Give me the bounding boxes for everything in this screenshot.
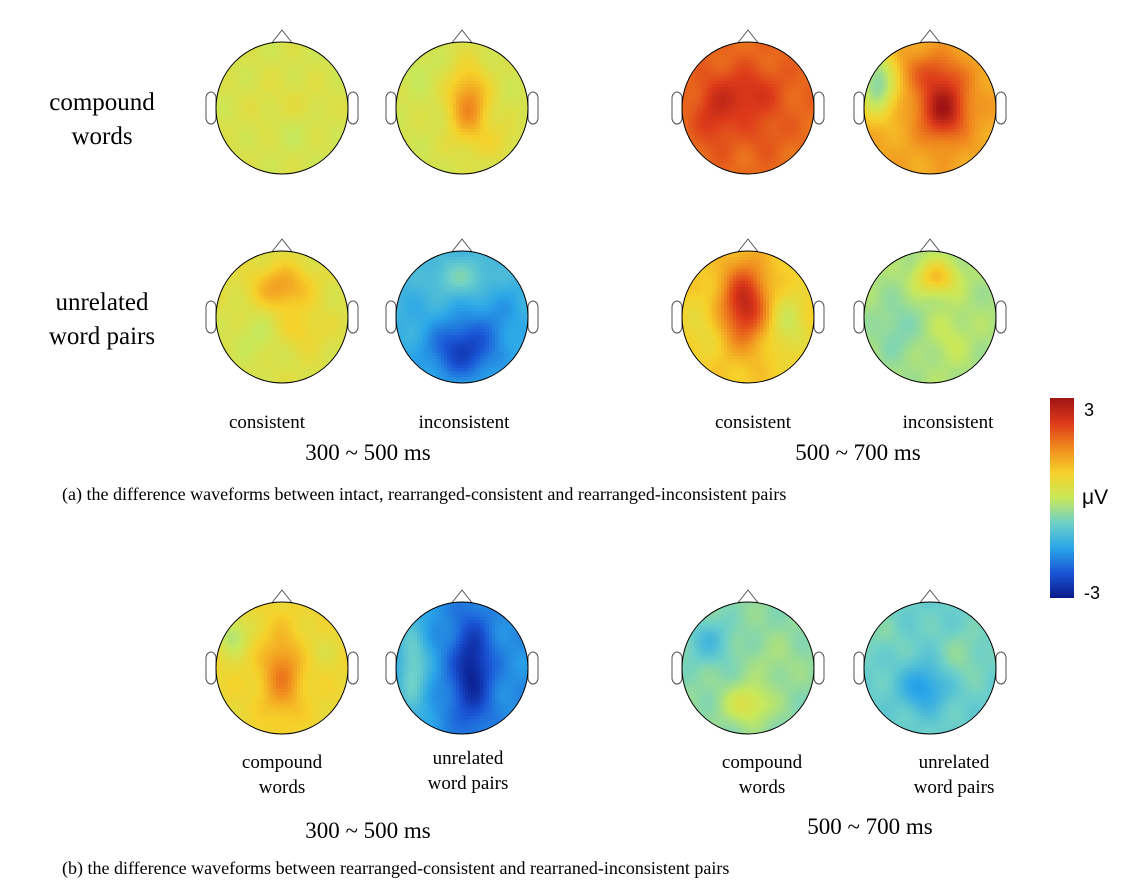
head-ear-right bbox=[527, 300, 539, 334]
col-label-b-compound-500-line2: words bbox=[738, 777, 786, 798]
col-label-b-unrelated-500-line1: unrelated bbox=[918, 752, 990, 773]
col-label-b-compound-500: compound words bbox=[692, 750, 832, 800]
head-nose bbox=[736, 589, 760, 605]
topomap-field bbox=[396, 42, 528, 174]
head-ear-right bbox=[347, 300, 359, 334]
topomap-field bbox=[682, 602, 814, 734]
head-nose bbox=[736, 238, 760, 254]
head-ear-right bbox=[347, 91, 359, 125]
topomap-a-unrelated-consistent-300-500 bbox=[205, 238, 359, 384]
caption-panel-b: (b) the difference waveforms between rea… bbox=[62, 858, 730, 878]
head-outline bbox=[215, 250, 349, 384]
col-label-b-unrelated-300: unrelated word pairs bbox=[398, 746, 538, 796]
row-label-compound-line2: words bbox=[71, 123, 133, 150]
time-window-a-300-500: 300 ~ 500 ms bbox=[305, 440, 431, 465]
topomap-field bbox=[864, 251, 996, 383]
head-ear-left bbox=[385, 91, 397, 125]
head-ear-left bbox=[385, 651, 397, 685]
head-ear-left bbox=[671, 91, 683, 125]
col-label-b-compound-300-line1: compound bbox=[241, 752, 323, 773]
caption-panel-a: (a) the difference waveforms between int… bbox=[62, 484, 787, 504]
col-label-b-unrelated-300-line1: unrelated bbox=[432, 748, 504, 769]
head-outline bbox=[863, 250, 997, 384]
head-outline bbox=[681, 601, 815, 735]
head-ear-right bbox=[813, 651, 825, 685]
topomap-a-compound-consistent-500-700 bbox=[671, 29, 825, 175]
head-ear-right bbox=[527, 91, 539, 125]
topomap-a-compound-consistent-300-500 bbox=[205, 29, 359, 175]
head-ear-left bbox=[853, 300, 865, 334]
head-nose bbox=[918, 238, 942, 254]
topomap-a-compound-inconsistent-500-700 bbox=[853, 29, 1007, 175]
head-ear-right bbox=[527, 651, 539, 685]
time-window-a-500-700: 500 ~ 700 ms bbox=[795, 440, 921, 465]
head-ear-right bbox=[347, 651, 359, 685]
col-label-b-unrelated-500: unrelated word pairs bbox=[884, 750, 1024, 800]
head-ear-left bbox=[385, 300, 397, 334]
head-outline bbox=[215, 41, 349, 175]
colorbar-unit-label: μV bbox=[1082, 486, 1109, 509]
row-label-unrelated-word-pairs: unrelated word pairs bbox=[22, 286, 182, 354]
head-ear-left bbox=[671, 651, 683, 685]
head-ear-left bbox=[205, 651, 217, 685]
colorbar-max-label: 3 bbox=[1084, 400, 1095, 420]
head-ear-left bbox=[205, 300, 217, 334]
topomap-field bbox=[216, 602, 348, 734]
topomap-b-unrelated-500-700 bbox=[853, 589, 1007, 735]
head-ear-left bbox=[853, 651, 865, 685]
head-nose bbox=[918, 29, 942, 45]
head-ear-right bbox=[995, 91, 1007, 125]
head-outline bbox=[395, 601, 529, 735]
head-nose bbox=[270, 238, 294, 254]
col-label-b-unrelated-300-line2: word pairs bbox=[427, 773, 509, 794]
row-label-compound-line1: compound bbox=[49, 89, 155, 116]
head-outline bbox=[681, 41, 815, 175]
topomap-b-unrelated-300-500 bbox=[385, 589, 539, 735]
head-ear-right bbox=[813, 300, 825, 334]
topomap-field bbox=[864, 42, 996, 174]
head-outline bbox=[863, 601, 997, 735]
topomap-b-compound-300-500 bbox=[205, 589, 359, 735]
colorbar bbox=[1050, 398, 1074, 598]
head-ear-left bbox=[853, 91, 865, 125]
head-outline bbox=[863, 41, 997, 175]
head-nose bbox=[918, 589, 942, 605]
col-label-a-consistent-300: consistent bbox=[229, 412, 305, 433]
time-window-b-500-700: 500 ~ 700 ms bbox=[807, 814, 933, 839]
topomap-field bbox=[682, 42, 814, 174]
head-nose bbox=[736, 29, 760, 45]
head-nose bbox=[450, 589, 474, 605]
col-label-a-inconsistent-500: inconsistent bbox=[902, 412, 994, 433]
head-outline bbox=[215, 601, 349, 735]
head-ear-right bbox=[995, 300, 1007, 334]
col-label-b-compound-500-line1: compound bbox=[721, 752, 803, 773]
row-label-unrelated-line1: unrelated bbox=[55, 289, 149, 316]
head-outline bbox=[681, 250, 815, 384]
col-label-a-consistent-500: consistent bbox=[715, 412, 791, 433]
col-label-b-compound-300-line2: words bbox=[258, 777, 306, 798]
head-outline bbox=[395, 250, 529, 384]
topomap-a-unrelated-inconsistent-500-700 bbox=[853, 238, 1007, 384]
col-label-a-inconsistent-300: inconsistent bbox=[418, 412, 510, 433]
topomap-a-unrelated-inconsistent-300-500 bbox=[385, 238, 539, 384]
col-label-b-unrelated-500-line2: word pairs bbox=[913, 777, 995, 798]
head-ear-right bbox=[995, 651, 1007, 685]
topomap-a-compound-inconsistent-300-500 bbox=[385, 29, 539, 175]
head-nose bbox=[450, 238, 474, 254]
topomap-a-unrelated-consistent-500-700 bbox=[671, 238, 825, 384]
head-nose bbox=[270, 589, 294, 605]
head-outline bbox=[395, 41, 529, 175]
head-ear-left bbox=[205, 91, 217, 125]
head-nose bbox=[450, 29, 474, 45]
head-ear-right bbox=[813, 91, 825, 125]
head-ear-left bbox=[671, 300, 683, 334]
colorbar-min-label: -3 bbox=[1084, 583, 1101, 603]
time-window-b-300-500: 300 ~ 500 ms bbox=[305, 818, 431, 843]
row-label-compound-words: compound words bbox=[22, 86, 182, 154]
head-nose bbox=[270, 29, 294, 45]
col-label-b-compound-300: compound words bbox=[212, 750, 352, 800]
colorbar-gradient bbox=[1050, 398, 1074, 598]
row-label-unrelated-line2: word pairs bbox=[48, 323, 156, 350]
topomap-b-compound-500-700 bbox=[671, 589, 825, 735]
